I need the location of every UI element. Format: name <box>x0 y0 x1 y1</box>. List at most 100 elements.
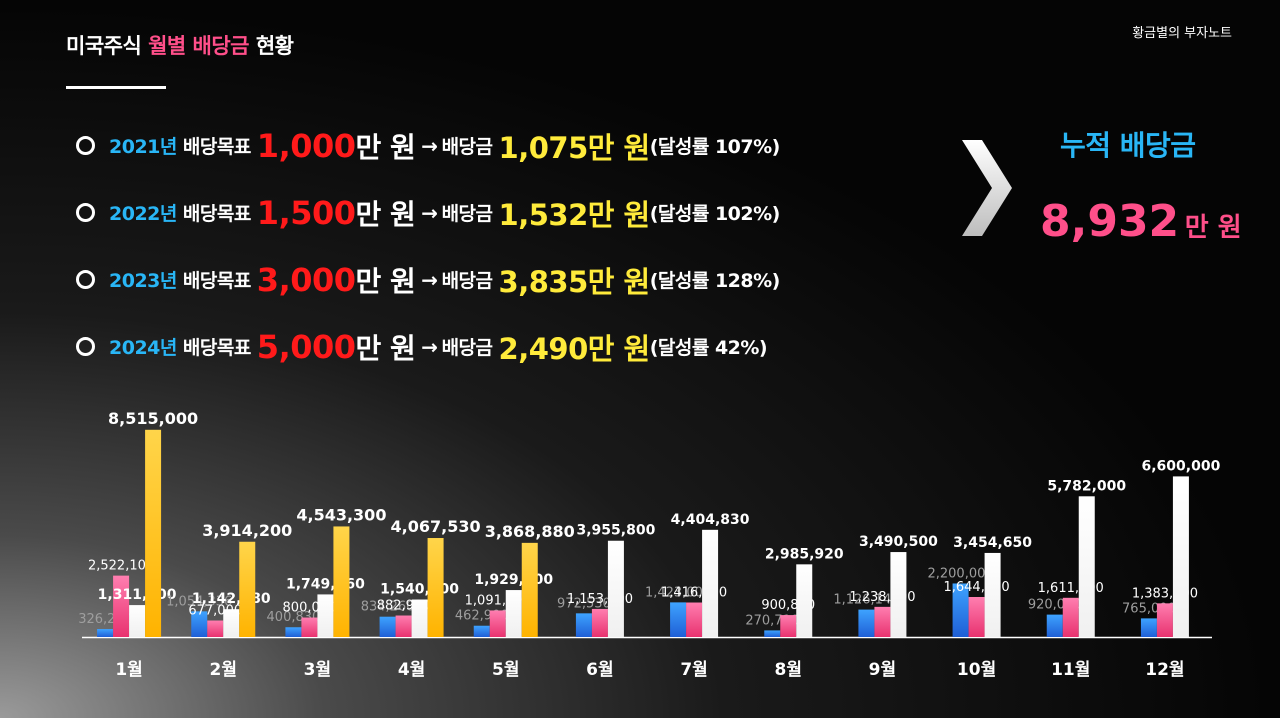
data-label-white: 3,454,650 <box>953 535 1032 551</box>
title-highlight: 월별 배당금 <box>148 34 250 58</box>
chevron-right-icon <box>962 140 1012 236</box>
goal-year: 2023년 <box>109 270 177 292</box>
bar-pink <box>686 602 703 637</box>
goal-target: 3,000 <box>256 260 356 299</box>
bar-blue <box>952 583 969 637</box>
data-label-yellow: 8,515,000 <box>108 409 198 428</box>
cumulative-value: 8,932 만 원 <box>1040 196 1242 247</box>
x-tick-label: 7월 <box>680 660 707 680</box>
data-label-white: 4,404,830 <box>671 512 750 528</box>
cumulative-label: 누적 배당금 <box>1060 129 1196 162</box>
x-tick-label: 5월 <box>492 660 519 680</box>
data-label-blue: 834,260 <box>361 600 415 615</box>
data-label-white: 1,142,880 <box>192 591 271 607</box>
goal-row-2024: 2024년 배당목표 5,000 만 원 → 배당금 2,490만 원 (달성률… <box>76 313 780 380</box>
bar-yellow <box>427 538 444 637</box>
dividend-label: 배당금 <box>441 337 493 359</box>
bar-white <box>1172 476 1189 637</box>
goal-target-unit: 만 원 <box>355 331 416 365</box>
bar-white <box>702 529 719 637</box>
x-tick-label: 11월 <box>1051 660 1090 680</box>
goal-label: 배당목표 <box>182 203 251 225</box>
cumulative-number: 8,932 <box>1040 196 1180 247</box>
bar-yellow <box>521 542 538 637</box>
bar-blue <box>670 602 687 637</box>
bar-white <box>984 552 1001 637</box>
data-label-blue: 2,200,000 <box>927 566 993 581</box>
title-underline <box>66 86 166 89</box>
x-tick-label: 6월 <box>586 660 613 680</box>
bar-pink <box>591 608 608 637</box>
bar-pink <box>113 575 130 637</box>
bar-blue <box>1140 618 1157 637</box>
data-label-white: 1,929,000 <box>474 572 553 588</box>
circle-bullet-icon <box>76 270 95 289</box>
bar-blue <box>97 629 114 637</box>
arrow-right-icon: → <box>421 200 438 225</box>
bar-white <box>223 609 240 637</box>
x-tick-label: 3월 <box>304 660 331 680</box>
bar-pink <box>395 615 412 637</box>
bar-white <box>505 590 522 637</box>
arrow-right-icon: → <box>421 334 438 359</box>
bar-blue <box>858 609 875 637</box>
circle-bullet-icon <box>76 337 95 356</box>
bar-blue <box>1046 614 1063 637</box>
data-label-yellow: 4,067,530 <box>391 517 481 536</box>
dividend-label: 배당금 <box>441 136 493 158</box>
goal-row-2023: 2023년 배당목표 3,000 만 원 → 배당금 3,835만 원 (달성률… <box>76 246 780 313</box>
goal-target-unit: 만 원 <box>355 197 416 231</box>
data-label-white: 3,490,500 <box>859 534 938 550</box>
bar-pink <box>874 606 891 637</box>
bar-pink <box>968 596 985 637</box>
goal-rate: (달성률 107%) <box>649 136 781 158</box>
data-label-pink: 2,522,100 <box>88 559 154 574</box>
goal-target-unit: 만 원 <box>355 130 416 164</box>
bar-blue <box>379 616 396 637</box>
goal-rate: (달성률 128%) <box>649 270 781 292</box>
goal-rate: (달성률 102%) <box>649 203 781 225</box>
x-tick-label: 10월 <box>957 660 996 680</box>
x-tick-label: 1월 <box>115 660 142 680</box>
data-label-white: 1,311,200 <box>98 587 177 603</box>
bar-blue <box>575 613 592 637</box>
bar-pink <box>489 610 506 637</box>
goal-actual: 3,835만 원 <box>498 264 651 299</box>
goal-actual: 1,532만 원 <box>498 197 651 232</box>
bar-white <box>796 564 813 637</box>
goal-year: 2022년 <box>109 203 177 225</box>
page-title: 미국주식 월별 배당금 현황 <box>66 30 294 60</box>
goal-actual: 2,490만 원 <box>498 331 651 366</box>
x-tick-label: 4월 <box>398 660 425 680</box>
bar-white <box>129 605 146 637</box>
bar-yellow <box>145 429 162 637</box>
bar-white <box>607 540 624 637</box>
dividend-label: 배당금 <box>441 203 493 225</box>
data-label-white: 6,600,000 <box>1142 458 1221 474</box>
bar-yellow <box>239 541 256 637</box>
bar-blue <box>191 611 208 637</box>
arrow-right-icon: → <box>421 267 438 292</box>
data-label-blue: 1,423,000 <box>645 585 711 600</box>
circle-bullet-icon <box>76 136 95 155</box>
bar-blue <box>764 630 781 637</box>
arrow-right-icon: → <box>421 133 438 158</box>
circle-bullet-icon <box>76 203 95 222</box>
goal-rate: (달성률 42%) <box>649 337 768 359</box>
title-part1: 미국주식 <box>66 34 149 58</box>
data-label-white: 1,540,000 <box>380 582 459 598</box>
bar-white <box>890 552 907 637</box>
cumulative-unit: 만 원 <box>1184 213 1242 243</box>
goal-year: 2024년 <box>109 337 177 359</box>
goal-target: 5,000 <box>256 327 356 366</box>
goal-list: 2021년 배당목표 1,000 만 원 → 배당금 1,075만 원 (달성률… <box>76 112 780 380</box>
goal-target: 1,500 <box>256 193 356 232</box>
bar-white <box>1078 496 1095 637</box>
bar-white <box>411 599 428 637</box>
goal-target-unit: 만 원 <box>355 264 416 298</box>
data-label-white: 3,955,800 <box>577 523 656 539</box>
brand-name: 황금별의 부자노트 <box>1132 26 1232 41</box>
x-tick-label: 2월 <box>210 660 237 680</box>
goal-row-2021: 2021년 배당목표 1,000 만 원 → 배당금 1,075만 원 (달성률… <box>76 112 780 179</box>
title-part3: 현황 <box>249 34 294 58</box>
